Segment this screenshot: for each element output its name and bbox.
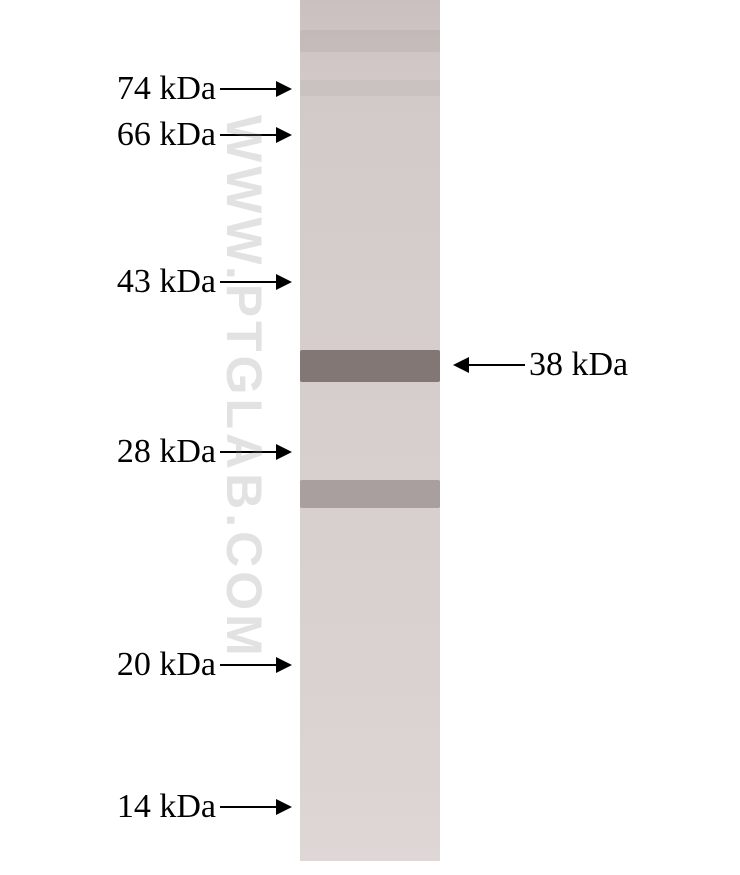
marker-74kda: 74 kDa: [117, 70, 290, 108]
arrow-right-icon: [220, 451, 290, 453]
arrow-right-icon: [220, 134, 290, 136]
arrow-right-icon: [220, 664, 290, 666]
marker-14kda: 14 kDa: [117, 788, 290, 826]
marker-label-text: 28 kDa: [117, 433, 216, 471]
marker-label-text: 66 kDa: [117, 116, 216, 154]
gel-band: [300, 80, 440, 96]
marker-28kda: 28 kDa: [117, 433, 290, 471]
marker-label-text: 20 kDa: [117, 646, 216, 684]
marker-label-text: 74 kDa: [117, 70, 216, 108]
gel-band: [300, 480, 440, 508]
watermark-text: WWW.PTGLAB.COM: [215, 115, 273, 660]
arrow-left-icon: [455, 364, 525, 366]
marker-38kda: 38 kDa: [455, 346, 628, 384]
marker-label-text: 38 kDa: [529, 346, 628, 384]
marker-label-text: 43 kDa: [117, 263, 216, 301]
marker-43kda: 43 kDa: [117, 263, 290, 301]
arrow-right-icon: [220, 281, 290, 283]
marker-20kda: 20 kDa: [117, 646, 290, 684]
gel-lane: [300, 0, 440, 861]
gel-band: [300, 30, 440, 52]
marker-label-text: 14 kDa: [117, 788, 216, 826]
arrow-right-icon: [220, 88, 290, 90]
marker-66kda: 66 kDa: [117, 116, 290, 154]
gel-band-main: [300, 350, 440, 382]
arrow-right-icon: [220, 806, 290, 808]
